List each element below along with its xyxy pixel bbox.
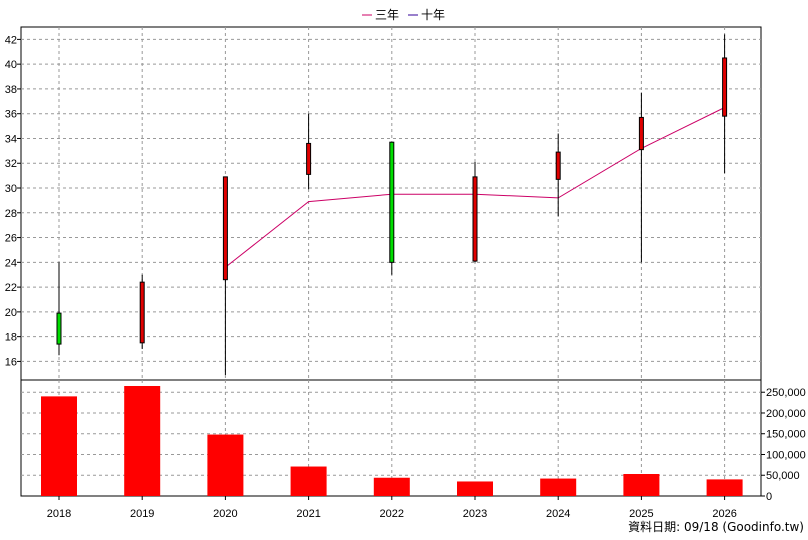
volume-tick-label: 0 [766,491,772,503]
x-tick-label: 2025 [629,508,653,520]
candle-body [722,57,728,117]
x-tick-label: 2024 [546,508,570,520]
volume-bar [623,474,660,496]
candle-body [139,281,145,344]
price-tick-label: 34 [5,133,17,145]
volume-axis: 0 50,000 100,000 150,000 200,000 250,000 [761,387,806,503]
volume-bar [706,479,743,496]
candle-body [56,312,62,345]
candle-body [638,116,644,151]
volume-bar [41,396,77,496]
volume-tick-label: 250,000 [766,387,806,399]
x-tick-label: 2021 [296,508,320,520]
x-tick-label: 2022 [380,508,404,520]
volume-bar [457,481,493,496]
x-axis: 2018 2019 2020 2021 2022 2023 2024 2025 2026 [47,496,737,520]
price-tick-label: 36 [5,109,17,121]
x-tick-label: 2026 [712,508,736,520]
volume-bar [124,386,161,496]
footer-source: 資料日期: 09/18 (Goodinfo.tw) [628,520,804,534]
volume-tick-label: 150,000 [766,429,806,441]
volume-tick-label: 200,000 [766,408,806,420]
legend-label-10y: 十年 [421,8,445,22]
price-tick-label: 38 [5,84,17,96]
candle-body [555,151,561,180]
volume-bar [290,466,327,496]
price-tick-label: 18 [5,332,17,344]
x-tick-label: 2018 [47,508,71,520]
x-tick-label: 2019 [130,508,154,520]
x-tick-label: 2020 [213,508,237,520]
price-tick-label: 42 [5,34,17,46]
price-tick-label: 30 [5,183,17,195]
legend-label-3y: 三年 [375,8,399,22]
volume-bar [373,477,410,496]
candle-body [472,176,478,262]
legend: 三年 十年 [362,8,445,22]
volume-tick-label: 50,000 [766,470,800,482]
candle-body [306,142,312,175]
price-tick-label: 22 [5,282,17,294]
volume-bars [41,386,743,496]
volume-tick-label: 100,000 [766,449,806,461]
candlesticks [56,34,728,376]
price-tick-label: 26 [5,233,17,245]
price-tick-label: 28 [5,208,17,220]
price-tick-label: 40 [5,59,17,71]
price-tick-label: 32 [5,158,17,170]
candle-body [222,176,228,281]
candle-body [389,141,395,263]
price-axis: 16 18 20 22 24 26 28 30 32 34 36 38 40 42 [5,34,21,368]
x-tick-label: 2023 [463,508,487,520]
volume-bar [540,478,577,496]
price-tick-label: 20 [5,307,17,319]
price-tick-label: 24 [5,257,17,269]
volume-bar [207,434,244,496]
price-tick-label: 16 [5,356,17,368]
